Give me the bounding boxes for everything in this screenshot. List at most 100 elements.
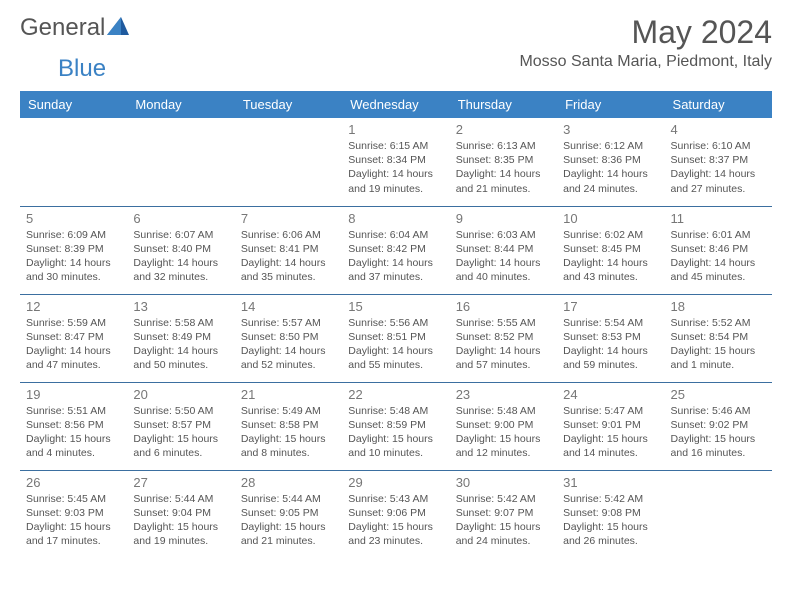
calendar-cell: 15 Sunrise: 5:56 AMSunset: 8:51 PMDayligh… [342, 294, 449, 382]
logo: General [20, 14, 131, 42]
day-info: Sunrise: 6:09 AMSunset: 8:39 PMDaylight:… [26, 228, 121, 285]
day-number: 8 [348, 211, 443, 226]
day-info: Sunrise: 5:44 AMSunset: 9:04 PMDaylight:… [133, 492, 228, 549]
day-info: Sunrise: 5:59 AMSunset: 8:47 PMDaylight:… [26, 316, 121, 373]
day-info: Sunrise: 5:46 AMSunset: 9:02 PMDaylight:… [671, 404, 766, 461]
day-number: 28 [241, 475, 336, 490]
calendar-cell: 20Sunrise: 5:50 AMSunset: 8:57 PMDayligh… [127, 382, 234, 470]
day-info: Sunrise: 5:56 AMSunset: 8:51 PMDaylight:… [348, 316, 443, 373]
day-number: 25 [671, 387, 766, 402]
day-number: 10 [563, 211, 658, 226]
day-info: Sunrise: 6:06 AMSunset: 8:41 PMDaylight:… [241, 228, 336, 285]
day-number: 27 [133, 475, 228, 490]
day-info: Sunrise: 6:13 AMSunset: 8:35 PMDaylight:… [456, 139, 551, 196]
day-number: 11 [671, 211, 766, 226]
calendar-cell: 1 Sunrise: 6:15 AMSunset: 8:34 PMDaylight… [342, 118, 449, 206]
day-number: 5 [26, 211, 121, 226]
day-number: 12 [26, 299, 121, 314]
day-number: 19 [26, 387, 121, 402]
day-number: 3 [563, 122, 658, 137]
day-info: Sunrise: 6:10 AMSunset: 8:37 PMDaylight:… [671, 139, 766, 196]
calendar-cell: 27 Sunrise: 5:44 AMSunset: 9:04 PMDayligh… [127, 470, 234, 558]
day-info: Sunrise: 5:50 AMSunset: 8:57 PMDaylight:… [133, 404, 228, 461]
calendar-cell: 26Sunrise: 5:45 AMSunset: 9:03 PMDayligh… [20, 470, 127, 558]
calendar-cell: 7 Sunrise: 6:06 AMSunset: 8:41 PMDaylight… [235, 206, 342, 294]
day-number: 13 [133, 299, 228, 314]
day-info: Sunrise: 6:03 AMSunset: 8:44 PMDaylight:… [456, 228, 551, 285]
day-number: 22 [348, 387, 443, 402]
day-number: 29 [348, 475, 443, 490]
day-number: 7 [241, 211, 336, 226]
day-info: Sunrise: 6:15 AMSunset: 8:34 PMDaylight:… [348, 139, 443, 196]
calendar-cell: 14Sunrise: 5:57 AMSunset: 8:50 PMDayligh… [235, 294, 342, 382]
weekday-header: Thursday [450, 91, 557, 118]
weekday-header: Wednesday [342, 91, 449, 118]
calendar-cell: 2Sunrise: 6:13 AMSunset: 8:35 PMDaylight… [450, 118, 557, 206]
weekday-header: Friday [557, 91, 664, 118]
day-info: Sunrise: 6:04 AMSunset: 8:42 PMDaylight:… [348, 228, 443, 285]
calendar-cell: 4 Sunrise: 6:10 AMSunset: 8:37 PMDaylight… [665, 118, 772, 206]
day-info: Sunrise: 6:02 AMSunset: 8:45 PMDaylight:… [563, 228, 658, 285]
calendar-cell: 11 Sunrise: 6:01 AMSunset: 8:46 PMDayligh… [665, 206, 772, 294]
logo-text-blue: Blue [58, 55, 106, 82]
day-info: Sunrise: 6:12 AMSunset: 8:36 PMDaylight:… [563, 139, 658, 196]
day-number: 21 [241, 387, 336, 402]
day-info: Sunrise: 6:01 AMSunset: 8:46 PMDaylight:… [671, 228, 766, 285]
calendar-cell [235, 118, 342, 206]
day-number: 15 [348, 299, 443, 314]
calendar-cell: 12 Sunrise: 5:59 AMSunset: 8:47 PMDayligh… [20, 294, 127, 382]
day-number: 31 [563, 475, 658, 490]
day-number: 17 [563, 299, 658, 314]
calendar-table: SundayMondayTuesdayWednesdayThursdayFrid… [20, 91, 772, 558]
calendar-cell [665, 470, 772, 558]
logo-triangle-icon [107, 17, 129, 40]
day-info: Sunrise: 5:43 AMSunset: 9:06 PMDaylight:… [348, 492, 443, 549]
day-info: Sunrise: 5:47 AMSunset: 9:01 PMDaylight:… [563, 404, 658, 461]
day-info: Sunrise: 5:44 AMSunset: 9:05 PMDaylight:… [241, 492, 336, 549]
calendar-cell: 8 Sunrise: 6:04 AMSunset: 8:42 PMDaylight… [342, 206, 449, 294]
day-info: Sunrise: 5:52 AMSunset: 8:54 PMDaylight:… [671, 316, 766, 373]
day-info: Sunrise: 5:48 AMSunset: 8:59 PMDaylight:… [348, 404, 443, 461]
day-info: Sunrise: 5:54 AMSunset: 8:53 PMDaylight:… [563, 316, 658, 373]
weekday-header: Sunday [20, 91, 127, 118]
day-number: 16 [456, 299, 551, 314]
calendar-cell: 3 Sunrise: 6:12 AMSunset: 8:36 PMDaylight… [557, 118, 664, 206]
weekday-header: Tuesday [235, 91, 342, 118]
day-info: Sunrise: 5:48 AMSunset: 9:00 PMDaylight:… [456, 404, 551, 461]
calendar-cell: 28 Sunrise: 5:44 AMSunset: 9:05 PMDayligh… [235, 470, 342, 558]
weekday-header: Monday [127, 91, 234, 118]
day-number: 24 [563, 387, 658, 402]
day-info: Sunrise: 5:57 AMSunset: 8:50 PMDaylight:… [241, 316, 336, 373]
day-number: 18 [671, 299, 766, 314]
calendar-cell: 30Sunrise: 5:42 AMSunset: 9:07 PMDayligh… [450, 470, 557, 558]
calendar-cell: 21 Sunrise: 5:49 AMSunset: 8:58 PMDayligh… [235, 382, 342, 470]
day-info: Sunrise: 5:49 AMSunset: 8:58 PMDaylight:… [241, 404, 336, 461]
day-number: 23 [456, 387, 551, 402]
calendar-cell: 25 Sunrise: 5:46 AMSunset: 9:02 PMDayligh… [665, 382, 772, 470]
calendar-cell: 13Sunrise: 5:58 AMSunset: 8:49 PMDayligh… [127, 294, 234, 382]
calendar-cell: 29 Sunrise: 5:43 AMSunset: 9:06 PMDayligh… [342, 470, 449, 558]
day-info: Sunrise: 5:55 AMSunset: 8:52 PMDaylight:… [456, 316, 551, 373]
calendar-cell: 19 Sunrise: 5:51 AMSunset: 8:56 PMDayligh… [20, 382, 127, 470]
day-info: Sunrise: 5:42 AMSunset: 9:07 PMDaylight:… [456, 492, 551, 549]
day-info: Sunrise: 5:42 AMSunset: 9:08 PMDaylight:… [563, 492, 658, 549]
day-number: 1 [348, 122, 443, 137]
calendar-cell: 5 Sunrise: 6:09 AMSunset: 8:39 PMDaylight… [20, 206, 127, 294]
calendar-cell: 9 Sunrise: 6:03 AMSunset: 8:44 PMDaylight… [450, 206, 557, 294]
calendar-cell: 23 Sunrise: 5:48 AMSunset: 9:00 PMDayligh… [450, 382, 557, 470]
calendar-cell: 22 Sunrise: 5:48 AMSunset: 8:59 PMDayligh… [342, 382, 449, 470]
day-info: Sunrise: 5:45 AMSunset: 9:03 PMDaylight:… [26, 492, 121, 549]
calendar-cell: 17 Sunrise: 5:54 AMSunset: 8:53 PMDayligh… [557, 294, 664, 382]
day-info: Sunrise: 6:07 AMSunset: 8:40 PMDaylight:… [133, 228, 228, 285]
month-title: May 2024 [519, 14, 772, 51]
calendar-cell: 10 Sunrise: 6:02 AMSunset: 8:45 PMDayligh… [557, 206, 664, 294]
day-number: 4 [671, 122, 766, 137]
day-info: Sunrise: 5:51 AMSunset: 8:56 PMDaylight:… [26, 404, 121, 461]
weekday-header: Saturday [665, 91, 772, 118]
logo-text-general: General [20, 14, 105, 42]
calendar-cell [20, 118, 127, 206]
calendar-cell: 16 Sunrise: 5:55 AMSunset: 8:52 PMDayligh… [450, 294, 557, 382]
calendar-cell: 31 Sunrise: 5:42 AMSunset: 9:08 PMDayligh… [557, 470, 664, 558]
day-number: 9 [456, 211, 551, 226]
calendar-cell: 6Sunrise: 6:07 AMSunset: 8:40 PMDaylight… [127, 206, 234, 294]
